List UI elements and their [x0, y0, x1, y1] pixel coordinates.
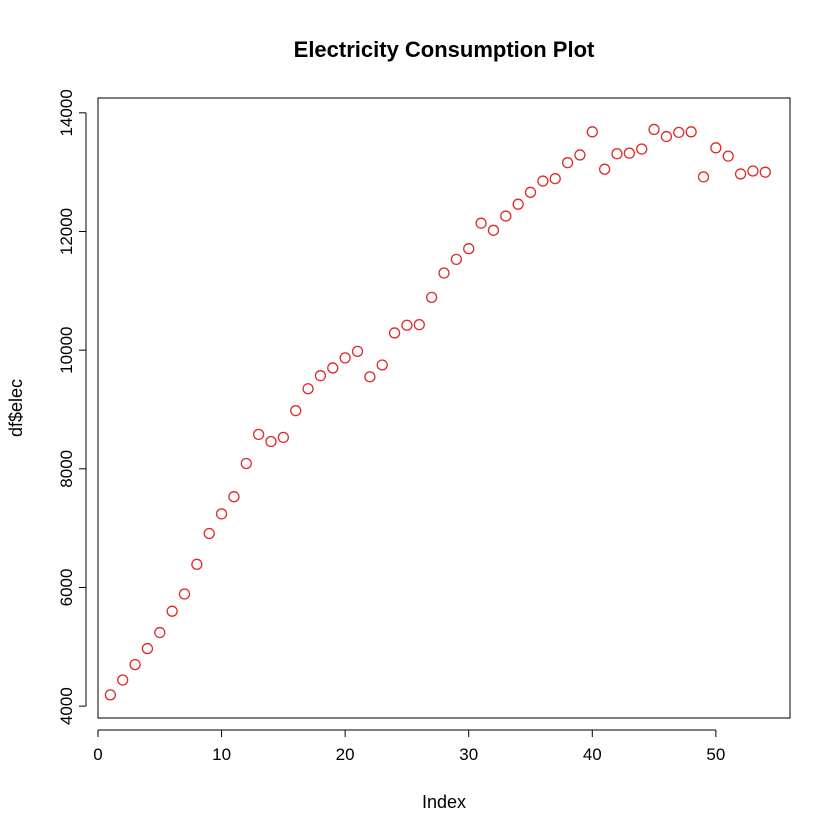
x-tick-label: 10	[212, 745, 231, 764]
data-point	[512, 198, 524, 210]
data-point	[759, 166, 771, 178]
y-tick-label: 14000	[57, 89, 76, 136]
data-point	[117, 674, 129, 686]
data-point	[413, 318, 425, 331]
data-point	[747, 165, 759, 177]
plot-frame	[97, 97, 791, 719]
y-axis: 4000 6000 8000 10000 12000 14000	[57, 89, 87, 725]
data-point	[129, 658, 141, 671]
y-tick-label: 6000	[57, 569, 76, 607]
data-point	[598, 163, 611, 175]
data-point	[450, 253, 463, 266]
data-point	[463, 243, 475, 255]
data-point	[178, 588, 191, 600]
data-point	[561, 157, 574, 169]
data-point	[660, 130, 673, 143]
data-point	[673, 126, 685, 139]
data-point	[314, 370, 327, 382]
data-point	[351, 345, 364, 357]
data-point	[697, 171, 710, 183]
data-point	[290, 405, 302, 417]
data-point	[277, 431, 290, 444]
data-point	[376, 359, 388, 371]
data-point	[364, 371, 376, 383]
data-points	[104, 123, 771, 701]
data-point	[500, 210, 512, 222]
data-point	[537, 175, 549, 187]
data-point	[265, 435, 277, 448]
data-point	[401, 319, 413, 331]
y-tick-label: 10000	[57, 327, 76, 374]
data-point	[339, 352, 351, 364]
y-tick-label: 4000	[57, 687, 76, 725]
y-tick-label: 8000	[57, 450, 76, 488]
chart-title: Electricity Consumption Plot	[294, 37, 595, 62]
data-point	[228, 491, 240, 503]
data-point	[722, 150, 734, 162]
data-point	[487, 224, 500, 236]
data-point	[475, 217, 487, 229]
data-point	[586, 126, 598, 138]
x-axis: 0 10 20 30 40 50	[93, 729, 725, 764]
data-point	[302, 383, 314, 395]
data-point	[425, 291, 438, 303]
x-axis-label: Index	[422, 792, 466, 812]
data-point	[611, 148, 623, 160]
x-tick-label: 40	[583, 745, 602, 764]
data-point	[438, 267, 450, 279]
data-point	[327, 362, 339, 374]
data-point	[203, 527, 215, 540]
x-tick-label: 0	[93, 745, 102, 764]
data-point	[104, 689, 117, 701]
data-point	[734, 168, 747, 180]
data-point	[388, 327, 401, 339]
data-point	[524, 186, 537, 198]
x-tick-label: 30	[459, 745, 478, 764]
data-point	[623, 147, 636, 159]
data-point	[215, 508, 228, 520]
data-point	[549, 173, 561, 185]
x-tick-label: 20	[336, 745, 355, 764]
data-point	[685, 126, 697, 138]
data-point	[252, 428, 265, 441]
data-point	[166, 605, 178, 617]
y-tick-label: 12000	[57, 208, 76, 255]
data-point	[240, 457, 252, 470]
data-point	[191, 558, 203, 570]
data-point	[710, 142, 722, 154]
data-point	[141, 642, 154, 655]
y-axis-label: df$elec	[6, 379, 26, 437]
x-tick-label: 50	[706, 745, 725, 764]
data-point	[154, 626, 166, 639]
data-point	[636, 143, 648, 155]
data-point	[648, 123, 660, 136]
data-point	[574, 149, 586, 161]
